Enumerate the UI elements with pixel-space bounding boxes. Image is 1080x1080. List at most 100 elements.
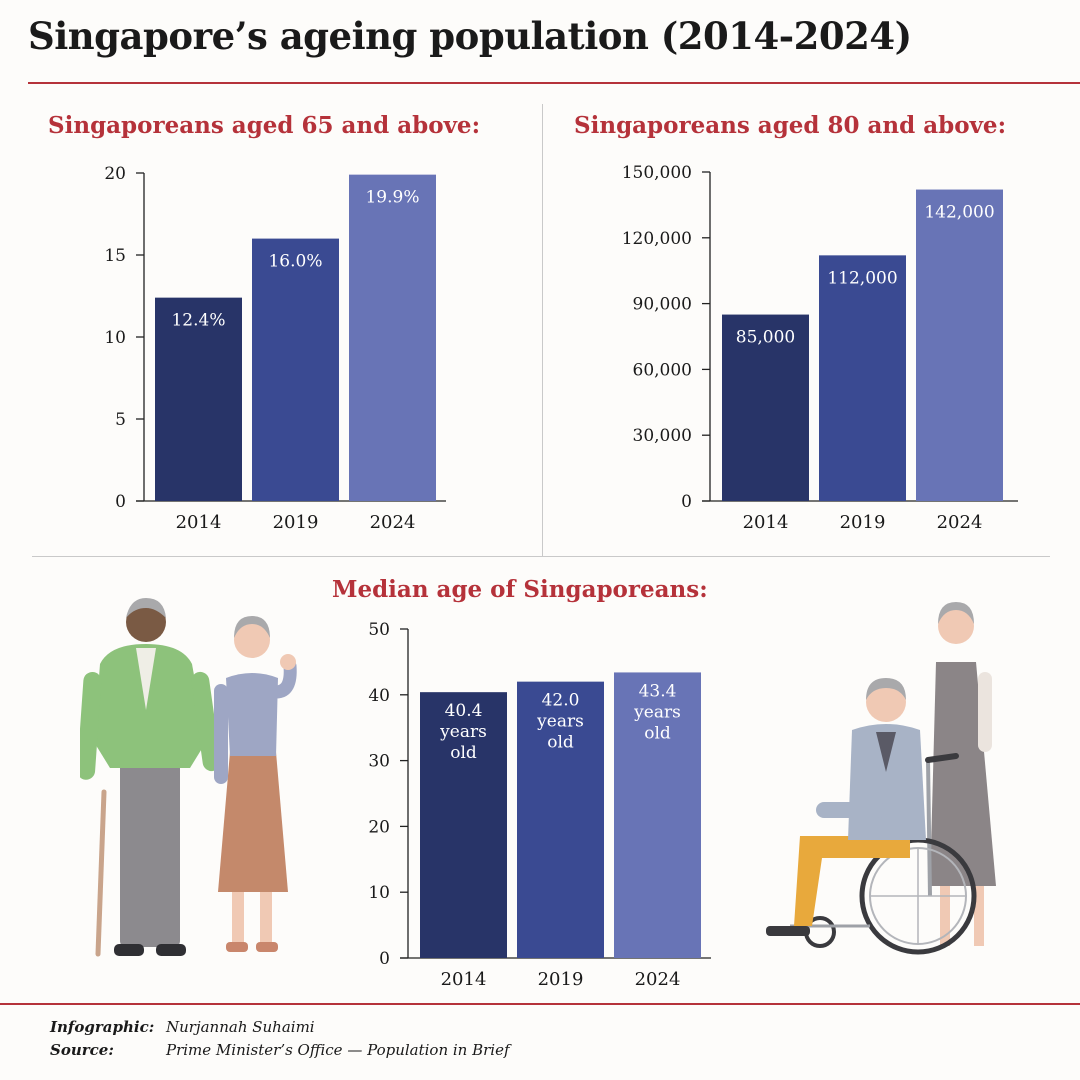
man-cardigan [94,644,206,768]
credits-infographic-row: Infographic: Nurjannah Suhaimi [50,1016,510,1039]
y-tick-label: 0 [379,949,390,969]
bar-2024 [916,189,1003,501]
credits-source-row: Source: Prime Minister’s Office — Popula… [50,1039,510,1062]
bar-2014 [722,314,809,501]
y-tick-label: 50 [368,620,390,640]
woman-left-arm [214,684,228,784]
man-left-arm [80,671,102,780]
woman-head [938,608,974,644]
woman-hair [234,616,270,638]
bar-2019 [252,238,339,501]
data-label: years [439,722,487,742]
title-rule [28,82,1080,84]
y-tick-label: 0 [115,492,126,512]
woman-shoe-left [226,942,248,952]
y-tick-label: 10 [104,328,126,348]
man-shoe [766,926,810,936]
chart-title-aged-65: Singaporeans aged 65 and above: [48,112,481,139]
credits-source-label: Source: [50,1041,114,1059]
man-hair [126,598,166,618]
data-label: 40.4 [445,701,483,721]
data-label: 43.4 [639,681,677,701]
y-tick-label: 30,000 [633,426,692,446]
man-arm [816,802,886,818]
x-tick-label: 2014 [743,512,789,533]
man-head [866,682,906,722]
woman-head [234,622,270,658]
man-right-arm [191,671,221,772]
x-tick-label: 2024 [937,512,983,533]
wheelchair-frame [926,759,932,897]
data-label: 19.9% [365,188,419,208]
x-tick-label: 2014 [176,512,222,533]
y-tick-label: 20 [368,817,390,837]
chart-title-median-age: Median age of Singaporeans: [332,576,708,603]
wheelchair-couple-illustration [766,602,996,955]
man-shoe-right [156,944,186,956]
man-vest [876,732,896,772]
woman-leg-right [260,892,272,944]
data-label: old [644,723,671,743]
x-tick-label: 2019 [273,512,319,533]
man-trousers [120,762,180,947]
y-tick-label: 90,000 [633,295,692,315]
x-tick-label: 2019 [840,512,886,533]
y-tick-label: 5 [115,410,126,430]
x-tick-label: 2019 [538,969,584,990]
y-tick-label: 120,000 [622,229,692,249]
y-tick-label: 60,000 [633,360,692,380]
woman-waving-arm [269,659,297,699]
woman-leg-right [974,886,984,946]
y-tick-label: 15 [104,246,126,266]
man-head [126,602,166,642]
man-hair [866,678,906,700]
credits-infographic-label: Infographic: [50,1018,155,1036]
horizontal-divider [32,556,1050,557]
elderly-couple-illustration [80,598,297,957]
woman-skirt [218,752,288,892]
walking-cane [95,789,107,957]
chart-title-aged-80: Singaporeans aged 80 and above: [574,112,1007,139]
bar-2024 [349,174,436,501]
woman-leg-left [940,886,950,946]
woman-sleeve [978,672,992,752]
data-label: old [450,743,477,763]
wheelchair-handle [925,753,959,763]
bar-2014 [420,692,507,958]
y-tick-label: 150,000 [622,163,692,183]
y-tick-label: 20 [104,164,126,184]
y-tick-label: 0 [681,492,692,512]
x-tick-label: 2024 [370,512,416,533]
data-label: years [536,712,584,732]
woman-blouse [226,673,278,756]
woman-hair [938,602,974,624]
woman-hand [280,654,296,670]
woman-leg-left [232,892,244,944]
man-shoe-left [114,944,144,956]
data-label: 112,000 [827,268,897,288]
bar-2019 [819,255,906,501]
bar-2019 [517,681,604,958]
credits-source-value: Prime Minister’s Office — Population in … [166,1041,510,1059]
y-tick-label: 10 [368,883,390,903]
x-tick-label: 2024 [635,969,681,990]
data-label: 85,000 [736,328,795,348]
data-label: 142,000 [924,203,994,223]
vertical-divider [542,104,543,556]
bar-2024 [614,672,701,958]
data-label: 42.0 [542,691,580,711]
man-trousers [794,836,910,926]
data-label: old [547,733,574,753]
page-title: Singapore’s ageing population (2014-2024… [28,14,912,58]
y-tick-label: 40 [368,686,390,706]
y-tick-label: 30 [368,752,390,772]
woman-shoe-right [256,942,278,952]
credits: Infographic: Nurjannah Suhaimi Source: P… [50,1016,510,1062]
data-label: 16.0% [268,252,322,272]
data-label: 12.4% [171,311,225,331]
man-shirt [136,648,156,710]
data-label: years [633,702,681,722]
